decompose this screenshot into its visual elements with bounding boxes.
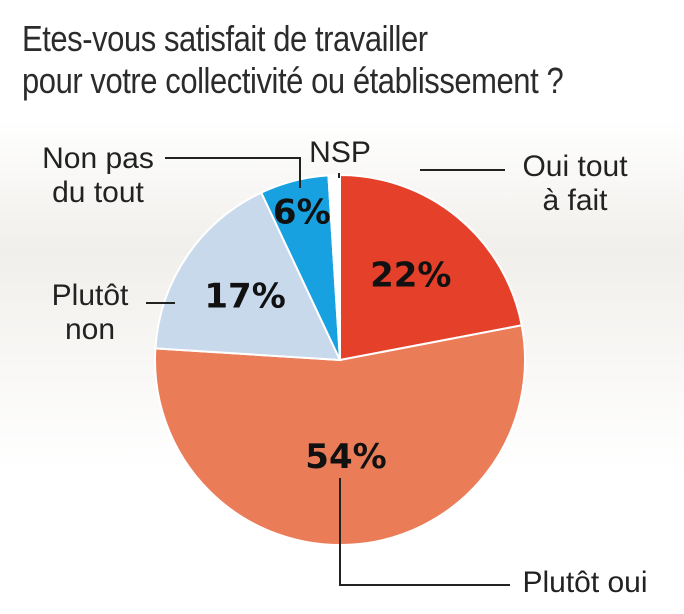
- pie-slice-plut-t-non: [154, 191, 342, 362]
- value-label: 17%: [204, 277, 285, 317]
- chart-title: Etes-vous satisfait de travailler pour v…: [22, 18, 572, 102]
- category-label: Non pas du tout: [42, 142, 154, 209]
- pie-slice-plut-t-oui: [154, 324, 526, 547]
- pie-value-labels: 22% 54% 17% 6%: [204, 192, 451, 477]
- leader-line: [165, 157, 301, 188]
- title-line-1: Etes-vous satisfait de travailler: [22, 18, 428, 59]
- leader-lines: [146, 157, 510, 586]
- category-label: Oui tout à fait: [522, 150, 628, 217]
- value-label: 54%: [305, 437, 386, 477]
- title-line-2: pour votre collectivité ou établissement…: [22, 60, 564, 101]
- leader-line: [339, 478, 510, 586]
- category-label: NSP: [309, 136, 371, 169]
- pie-slice-oui-tout-fait: [339, 173, 523, 362]
- value-label: 22%: [370, 256, 451, 296]
- pie-slices: [154, 173, 526, 547]
- value-label: 6%: [273, 192, 331, 232]
- category-label: Plutôt oui: [522, 566, 647, 599]
- category-label: Plutôt non: [52, 279, 129, 346]
- category-labels: Oui tout à fait Plutôt oui Plutôt non Non pas…: [42, 136, 647, 599]
